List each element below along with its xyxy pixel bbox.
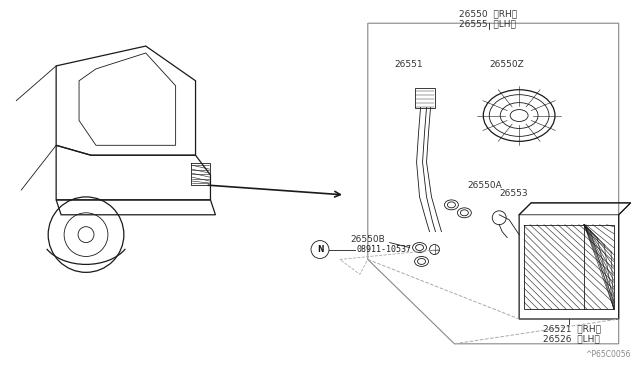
Text: 26526  〈LH〉: 26526 〈LH〉 [543, 334, 600, 343]
Text: 26550B: 26550B [350, 235, 385, 244]
Text: ^P65C0056: ^P65C0056 [585, 350, 630, 359]
Text: 26550Z: 26550Z [489, 60, 524, 69]
Text: 26521  〈RH〉: 26521 〈RH〉 [543, 324, 601, 333]
Text: 26550  〈RH〉: 26550 〈RH〉 [460, 9, 518, 18]
Text: 26555  〈LH〉: 26555 〈LH〉 [460, 19, 516, 28]
Text: N: N [317, 245, 323, 254]
Text: 26550A: 26550A [467, 181, 502, 190]
Text: 08911-10537: 08911-10537 [357, 245, 412, 254]
Text: 26553: 26553 [499, 189, 528, 198]
Text: 26551: 26551 [395, 60, 423, 69]
